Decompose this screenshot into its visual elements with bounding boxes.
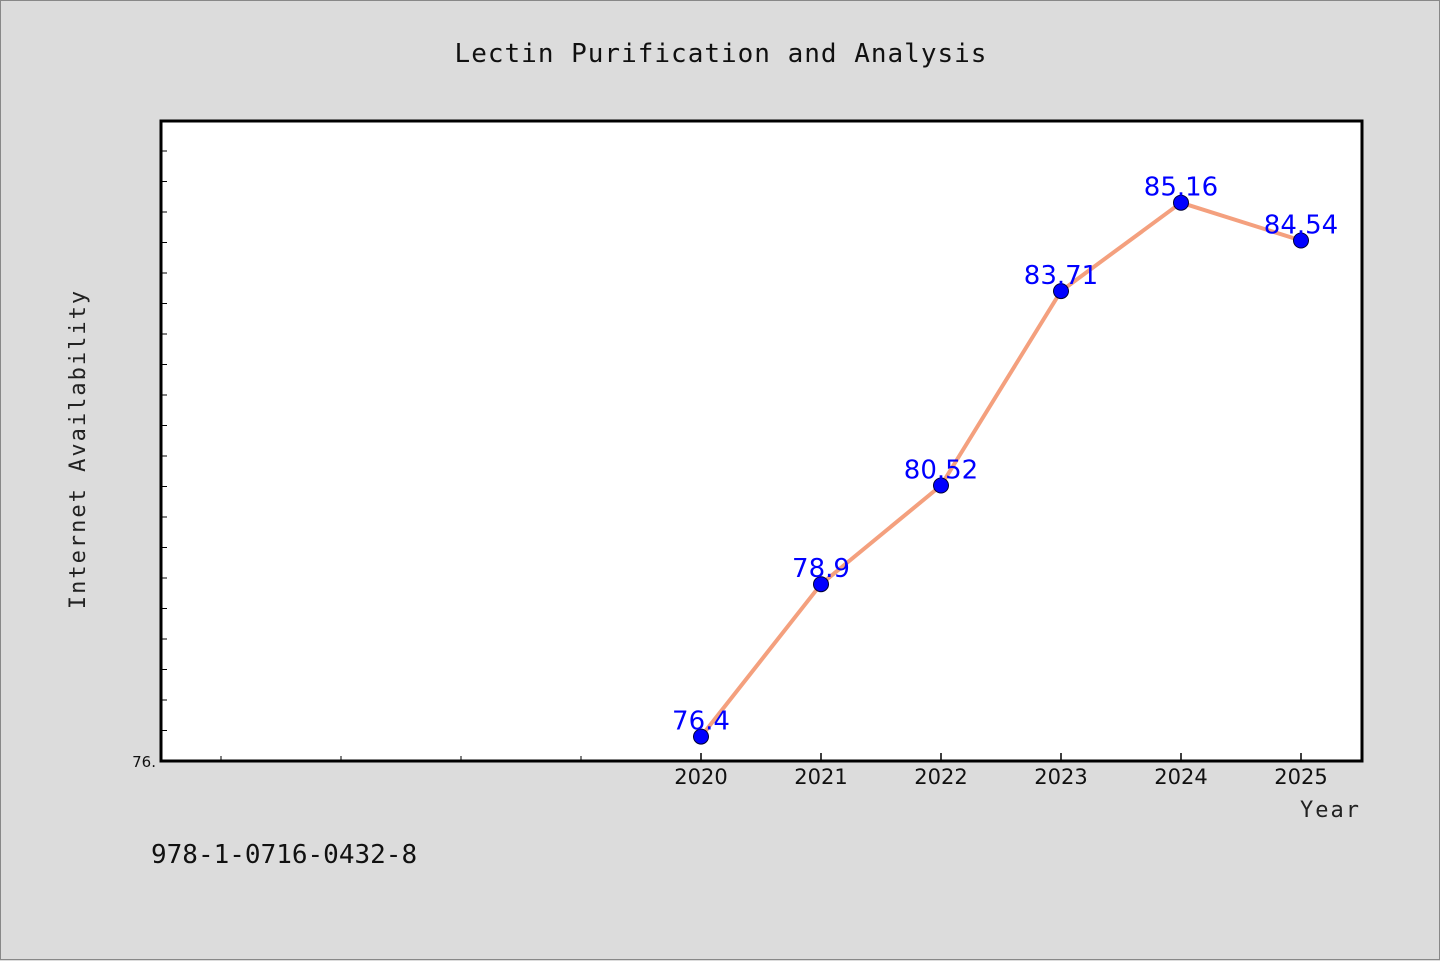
data-labels: 76.4 78.9 80.52 83.71 85.16 84.54 [672, 173, 1338, 737]
x-tick-label: 2022 [914, 765, 967, 789]
data-value-label: 78.9 [792, 554, 850, 584]
data-value-label: 83.71 [1024, 261, 1098, 291]
series-line [699, 200, 1302, 738]
data-point [1293, 232, 1309, 249]
x-axis-minor-ticks [220, 756, 582, 761]
x-axis-ticks: 2020 2021 2022 2023 2024 2025 [674, 753, 1328, 789]
isbn-footer: 978-1-0716-0432-8 [151, 840, 417, 870]
data-value-label: 76.4 [672, 707, 730, 737]
x-tick-label: 2021 [794, 765, 847, 789]
x-tick-label: 2020 [674, 765, 727, 789]
x-axis-label: Year [1300, 798, 1361, 823]
x-tick-label: 2025 [1274, 765, 1327, 789]
data-value-label: 84.54 [1264, 211, 1338, 241]
plot-area [159, 119, 1364, 763]
data-value-label: 85.16 [1144, 173, 1218, 203]
data-point [813, 576, 829, 593]
data-point [1053, 283, 1069, 300]
x-tick-label: 2024 [1154, 765, 1207, 789]
x-tick-label: 2023 [1034, 765, 1087, 789]
data-point [693, 728, 709, 745]
data-point [1173, 194, 1189, 211]
chart-title: Lectin Purification and Analysis [455, 39, 988, 69]
data-value-label: 80.52 [904, 456, 978, 486]
y-axis-label: Internet Availability [66, 289, 91, 609]
data-markers [693, 194, 1309, 745]
y-axis-ticks [161, 150, 167, 731]
y-axis-min-label: 76. [132, 753, 156, 771]
data-point [933, 477, 949, 494]
series-line-group [699, 200, 1302, 738]
